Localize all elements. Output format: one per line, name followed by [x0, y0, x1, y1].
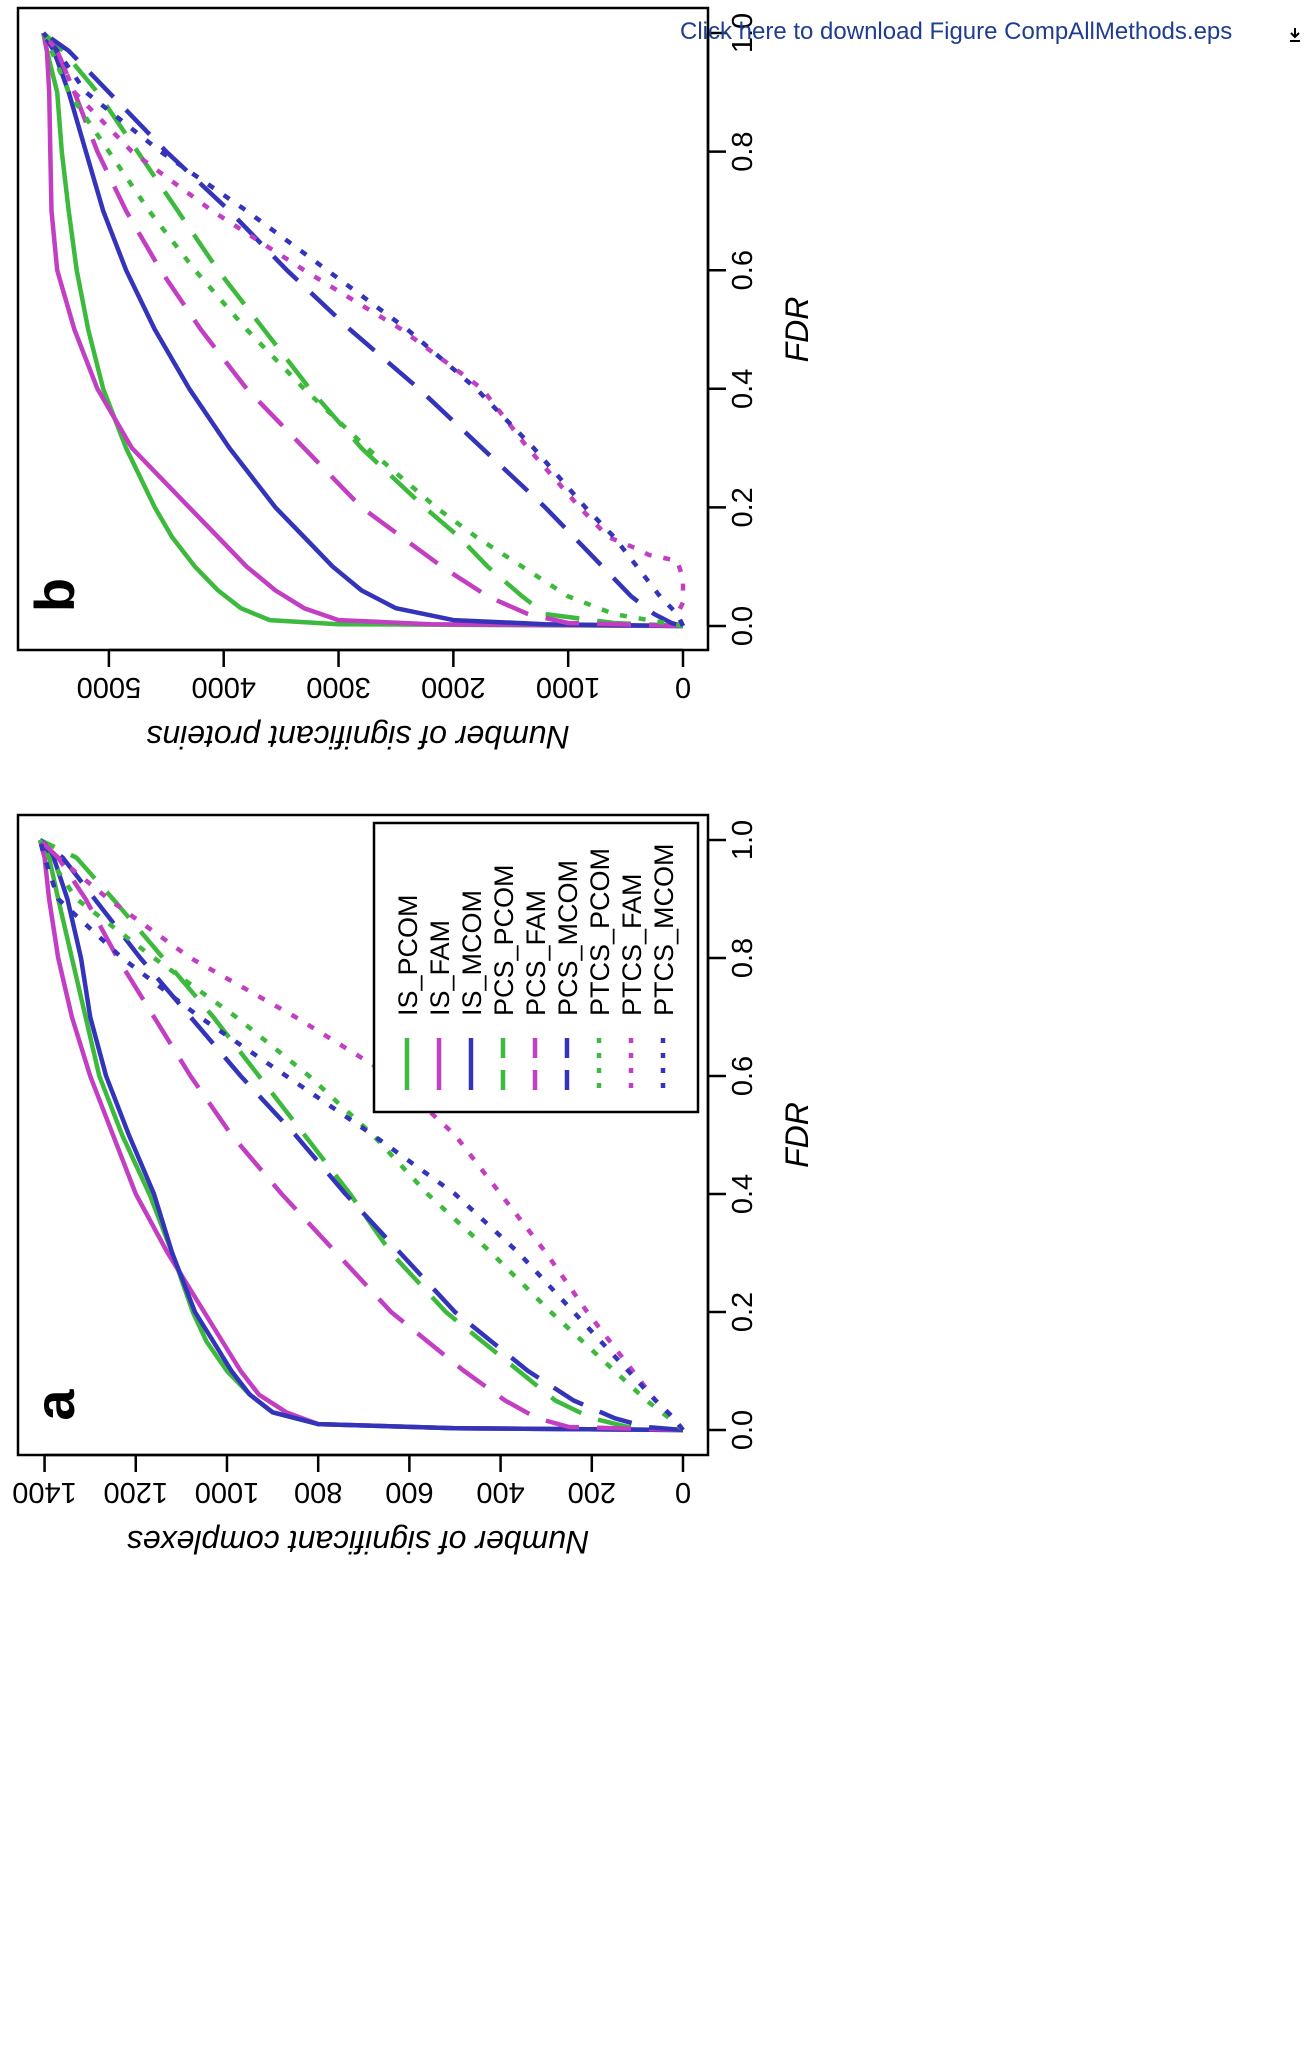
- legend-label-is-mcom: IS_MCOM: [457, 890, 487, 1016]
- legend-box: [372, 821, 700, 1114]
- series-line-pcs-mcom: [42, 31, 684, 629]
- legend-label-is-pcom: IS_PCOM: [393, 894, 423, 1016]
- legend-label-ptcs-pcom: PTCS_PCOM: [585, 848, 615, 1016]
- series-line-pcs-mcom: [38, 838, 684, 1433]
- series-line-pcs-fam: [41, 31, 684, 629]
- count-tick-label: 1000: [195, 1476, 260, 1508]
- count-tick-label: 1000: [536, 671, 601, 703]
- series-line-ptcs-mcom: [37, 839, 685, 1432]
- count-tick-label: 600: [385, 1476, 433, 1508]
- fdr-axis-title: FDR: [779, 1102, 815, 1168]
- plot-frame: [16, 6, 710, 652]
- fdr-tick-label: 1.0: [727, 820, 759, 860]
- count-tick-label: 4000: [191, 671, 256, 703]
- download-icon[interactable]: [1288, 26, 1302, 44]
- count-tick-label: 0: [675, 671, 691, 703]
- legend-label-pcs-fam: PCS_FAM: [521, 890, 551, 1016]
- series-line-is-fam: [37, 839, 684, 1433]
- fdr-tick-label: 0.2: [727, 487, 759, 527]
- count-axis-title: Number of significant proteins: [146, 719, 569, 755]
- fdr-tick-label: 0.4: [727, 369, 759, 409]
- series-line-is-fam: [41, 32, 684, 629]
- series-line-pcs-pcom: [41, 31, 684, 629]
- fdr-tick-label: 0.6: [727, 1056, 759, 1096]
- legend-label-pcs-mcom: PCS_MCOM: [553, 860, 583, 1016]
- download-figure-link[interactable]: Click here to download Figure CompAllMet…: [680, 18, 1233, 45]
- legend-label-is-fam: IS_FAM: [425, 920, 455, 1016]
- fdr-tick-label: 0.0: [727, 606, 759, 646]
- panel-b-chart: 0.0 0.2 0.4 0.6 0.8 1.0 FDR 0 1000 2000 3000 4000 50…: [16, 6, 815, 755]
- count-tick-label: 3000: [306, 671, 371, 703]
- fdr-tick-label: 0.8: [727, 131, 759, 171]
- count-tick-label: 0: [675, 1476, 691, 1508]
- series-line-ptcs-pcom: [37, 838, 685, 1432]
- count-tick-label: 800: [294, 1476, 342, 1508]
- fdr-tick-label: 0.2: [727, 1292, 759, 1332]
- series-line-pcs-fam: [38, 838, 684, 1433]
- count-tick-label: 1400: [12, 1476, 77, 1508]
- count-tick-label: 200: [568, 1476, 616, 1508]
- series-line-ptcs-pcom: [41, 32, 684, 629]
- series-line-is-mcom: [41, 31, 684, 629]
- series-line-is-pcom: [41, 32, 684, 629]
- legend-label-ptcs-fam: PTCS_FAM: [617, 873, 647, 1016]
- legend: IS_PCOM IS_FAM IS_MCOM PCS_PCOM PCS_FAM PCS_M…: [372, 821, 700, 1114]
- series-line-is-mcom: [38, 838, 684, 1433]
- fdr-tick-label: 0.4: [727, 1174, 759, 1214]
- count-tick-label: 400: [476, 1476, 524, 1508]
- legend-label-pcs-pcom: PCS_PCOM: [489, 864, 519, 1016]
- count-tick-label: 5000: [77, 671, 142, 703]
- panel-letter: b: [23, 578, 86, 612]
- series-line-ptcs-fam: [38, 838, 685, 1432]
- legend-label-ptcs-mcom: PTCS_MCOM: [649, 843, 679, 1016]
- fdr-tick-label: 0.0: [727, 1410, 759, 1450]
- panel-a-chart: 0.0 0.2 0.4 0.6 0.8 1.0 FDR 0 200 400 600 800 1000 12…: [12, 813, 815, 1560]
- fdr-axis-title: FDR: [779, 297, 815, 363]
- fdr-tick-label: 0.8: [727, 938, 759, 978]
- count-tick-label: 2000: [421, 671, 486, 703]
- panel-letter: a: [23, 1389, 86, 1421]
- count-tick-label: 1200: [104, 1476, 169, 1508]
- fdr-tick-label: 1.0: [727, 13, 759, 53]
- count-axis-title: Number of significant complexes: [127, 1524, 589, 1560]
- fdr-tick-label: 0.6: [727, 250, 759, 290]
